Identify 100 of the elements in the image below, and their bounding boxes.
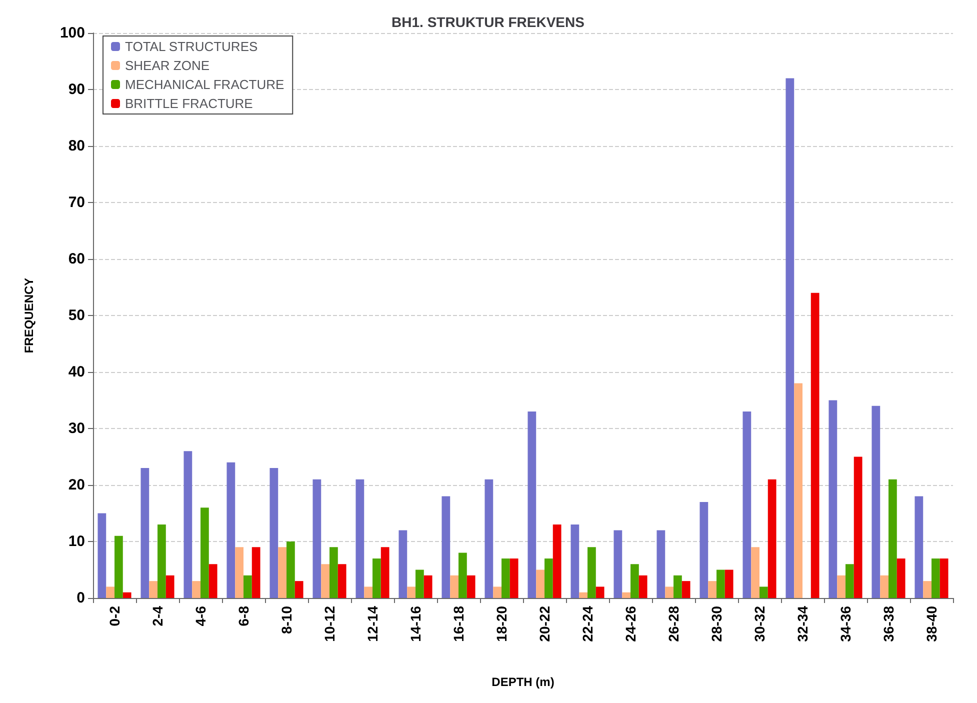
bar [940, 558, 948, 598]
bar [768, 479, 776, 598]
x-tick-label: 10-12 [322, 606, 338, 642]
bar [466, 575, 476, 598]
bar [192, 581, 200, 598]
x-axis-title: DEPTH (m) [492, 675, 554, 689]
legend-label: TOTAL STRUCTURES [125, 39, 258, 54]
x-tick-label: 26-28 [666, 606, 682, 642]
y-tick-label: 10 [68, 533, 85, 550]
bar [846, 564, 854, 598]
x-tick-label: 28-30 [708, 606, 724, 642]
bar [226, 462, 236, 598]
bar [570, 524, 580, 598]
bar [208, 564, 218, 598]
x-tick-label: 30-32 [752, 606, 768, 642]
x-tick-label: 38-40 [924, 606, 940, 642]
bar [786, 78, 794, 598]
bar [880, 575, 888, 598]
bar [140, 468, 150, 598]
bar [158, 524, 166, 598]
y-tick-label: 20 [68, 476, 85, 494]
x-tick-label: 34-36 [838, 606, 854, 642]
y-tick-label: 60 [68, 250, 85, 268]
bar [252, 547, 260, 598]
bar [149, 581, 158, 598]
x-tick-label: 18-20 [494, 606, 510, 642]
x-tick-label: 12-14 [364, 606, 380, 642]
x-tick-label: 4-6 [192, 606, 208, 626]
bar [98, 513, 106, 598]
bar [312, 479, 322, 598]
bar [407, 586, 416, 598]
bar [416, 570, 424, 598]
bar [528, 412, 536, 598]
y-tick-label: 0 [76, 590, 85, 606]
x-tick-label: 8-10 [278, 606, 294, 634]
bar [588, 547, 596, 598]
bar [837, 575, 846, 598]
bar [724, 570, 734, 598]
bar [356, 479, 364, 598]
bar [321, 564, 330, 598]
y-tick-label: 40 [68, 364, 85, 380]
bar [708, 581, 716, 598]
y-tick-label: 30 [68, 420, 85, 437]
bar [614, 530, 622, 598]
bar [510, 558, 518, 598]
bar [872, 406, 880, 598]
x-tick-label: 36-38 [880, 606, 896, 642]
bar [552, 524, 562, 598]
x-tick-label: 16-18 [450, 606, 466, 642]
bar [888, 479, 897, 598]
bar [700, 502, 708, 598]
bar [579, 592, 588, 598]
x-tick-label: 2-4 [150, 606, 166, 626]
bar [278, 547, 286, 598]
bar [484, 479, 494, 598]
bar [760, 586, 768, 598]
x-tick-label: 32-34 [794, 606, 810, 642]
bar [682, 581, 690, 598]
bar [294, 581, 304, 598]
bar [244, 575, 252, 598]
y-tick-label: 90 [68, 81, 85, 98]
bar [751, 547, 760, 598]
bar [398, 530, 408, 598]
bar [536, 570, 544, 598]
bar [442, 496, 450, 598]
bar [330, 547, 338, 598]
x-tick-label: 14-16 [408, 606, 424, 642]
bar [122, 592, 132, 598]
x-tick-label: 22-24 [580, 606, 596, 642]
bar [923, 581, 932, 598]
bar [596, 586, 604, 598]
bar [630, 564, 639, 598]
x-tick-label: 0-2 [106, 606, 122, 626]
y-tick-label: 100 [60, 24, 85, 42]
bar [674, 575, 682, 598]
bar [810, 292, 820, 598]
bar [828, 400, 838, 598]
bar [200, 508, 209, 598]
bar [716, 570, 725, 598]
legend-label: BRITTLE FRACTURE [125, 96, 254, 111]
bar [372, 558, 381, 598]
x-tick-label: 20-22 [536, 606, 552, 642]
bar [914, 496, 924, 598]
bar [638, 575, 648, 598]
bar [380, 547, 390, 598]
bar [106, 586, 114, 598]
bar [286, 542, 295, 598]
bar [794, 383, 802, 598]
bar [742, 412, 752, 598]
legend-label: MECHANICAL FRACTURE [125, 77, 284, 92]
bar [184, 451, 192, 598]
y-tick-label: 80 [68, 138, 85, 154]
bar [364, 586, 372, 598]
y-tick-label: 50 [68, 307, 85, 324]
bar [338, 564, 346, 598]
bar [502, 558, 510, 598]
bar [166, 575, 174, 598]
bar [665, 586, 674, 598]
x-tick-label: 6-8 [236, 606, 252, 626]
bar [622, 592, 630, 598]
